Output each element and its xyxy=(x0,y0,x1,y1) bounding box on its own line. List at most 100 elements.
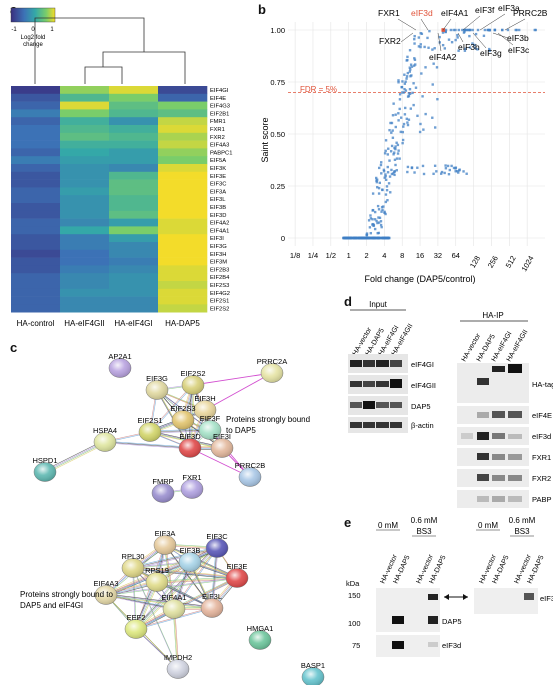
network-node-label: HSPD1 xyxy=(32,456,57,465)
x-tick-label: 64 xyxy=(452,251,460,260)
x-tick-label: 1/8 xyxy=(290,251,300,260)
heatmap-cell xyxy=(109,288,159,297)
network-node-label: RPL30 xyxy=(122,552,145,561)
scatter-point xyxy=(412,82,415,85)
heatmap-cell xyxy=(11,156,61,165)
scatter-point xyxy=(454,167,457,170)
scatter-point xyxy=(421,164,425,168)
heatmap-cell xyxy=(60,203,110,212)
network-node-label: FMRP xyxy=(152,477,173,486)
scatter-point xyxy=(394,113,397,116)
label-leader-lines xyxy=(397,13,526,52)
blot-label: FXR1 xyxy=(532,453,551,462)
scatter-point xyxy=(350,236,354,240)
scatter-point xyxy=(464,47,467,51)
scatter-point xyxy=(409,68,412,71)
network-edge xyxy=(105,577,237,595)
heatmap-cell xyxy=(11,140,61,149)
network-edge xyxy=(136,562,191,630)
scatter-point xyxy=(406,58,409,62)
scatter-point xyxy=(435,170,438,173)
heatmap-row-label: EIF4E xyxy=(210,96,226,102)
heatmap-cell xyxy=(109,148,159,157)
scatter-point xyxy=(482,34,486,38)
x-tick-label: 16 xyxy=(416,251,424,260)
scatter-point xyxy=(380,210,383,213)
scatter-point xyxy=(457,49,460,52)
scatter-point xyxy=(506,28,510,32)
scatter-point xyxy=(403,82,407,85)
scatter-point xyxy=(379,163,383,167)
scatter-point xyxy=(386,165,389,169)
heatmap-cell xyxy=(60,117,110,126)
band-label-eif3d-right: eIF3d xyxy=(540,594,553,603)
heatmap-column-labels: HA-control HA-eIF4GII HA-eIF4GI HA-DAP5 xyxy=(17,319,201,328)
scatter-point xyxy=(345,236,348,240)
scatter-point xyxy=(398,107,401,111)
scatter-point xyxy=(468,34,471,38)
panel-label-c: c xyxy=(10,340,18,355)
scatter-point xyxy=(361,236,365,240)
scatter-point xyxy=(444,167,448,170)
scatter-point xyxy=(380,172,383,175)
network-node-label: HMGA1 xyxy=(247,624,274,633)
scatter-point xyxy=(420,72,423,75)
scatter-point xyxy=(456,33,459,37)
heatmap-cell xyxy=(60,148,110,157)
scatter-point xyxy=(401,130,405,134)
scatter-gridlines xyxy=(288,22,545,246)
heatmap-cell xyxy=(109,125,159,134)
colorbar xyxy=(10,7,56,23)
scatter-point xyxy=(452,28,455,32)
scatter-point xyxy=(463,49,467,52)
scatter-point xyxy=(407,92,411,95)
scatter-point xyxy=(458,169,461,172)
heatmap-cell xyxy=(109,296,159,305)
network-node-rpl30: RPL30 xyxy=(122,552,145,578)
network-node-eif4a3: EIF4A3 xyxy=(93,579,119,605)
scatter-point xyxy=(413,58,417,61)
heatmap-cell xyxy=(11,195,61,204)
scatter-point xyxy=(388,175,392,178)
scatter-point xyxy=(488,47,491,51)
scatter-point xyxy=(417,45,421,48)
label-eif3d: eIF3d xyxy=(411,8,433,18)
heatmap-panel: -1 0 1 Log2 fold change EIF4GIEIF4EEIF4G… xyxy=(10,7,232,328)
scatter-point xyxy=(368,226,372,229)
scatter-point xyxy=(397,119,400,122)
heatmap-cell xyxy=(11,101,61,110)
scatter-point xyxy=(384,236,387,240)
network-edge xyxy=(105,594,212,608)
heatmap-cell xyxy=(11,218,61,227)
heatmap-cell xyxy=(109,93,159,102)
heatmap-row-label: PABPC1 xyxy=(210,150,232,156)
e-blot-eif3d xyxy=(376,635,440,657)
network-edge xyxy=(43,440,104,471)
scatter-point xyxy=(426,36,429,40)
scatter-point xyxy=(444,28,448,32)
network-node-hspa4: HSPA4 xyxy=(93,426,117,452)
blot-label: DAP5 xyxy=(411,402,431,411)
heatmap-row-label: EIF3E xyxy=(210,174,226,180)
scatter-point xyxy=(440,170,444,174)
y-tick-label: 0.25 xyxy=(270,182,285,191)
scatter-point xyxy=(390,121,394,125)
scatter-point xyxy=(360,236,364,240)
network-node-impdh2: IMPDH2 xyxy=(164,653,192,679)
heatmap-cell xyxy=(158,218,208,227)
label-fxr1: FXR1 xyxy=(378,8,400,18)
scatter-point xyxy=(411,91,414,95)
heatmap-row-label: EIF5A xyxy=(210,158,226,164)
heatmap-cell xyxy=(60,93,110,102)
scatter-point xyxy=(377,208,381,211)
label-eif3a: eIF3a xyxy=(498,3,520,13)
network-edge xyxy=(133,568,238,579)
heatmap-cell xyxy=(11,234,61,243)
heatmap-cell xyxy=(11,257,61,266)
network-node-eif3a: EIF3A xyxy=(153,529,177,555)
scatter-point xyxy=(383,210,386,214)
saint-scatter-panel: 0 0.25 0.50 0.75 1.00 1/8 1/4 1/2 1 2 4 8 16 32 64 128… xyxy=(260,3,548,284)
heatmap-cell xyxy=(109,156,159,165)
heatmap-cell xyxy=(60,171,110,180)
blot-label: β-actin xyxy=(411,421,434,430)
